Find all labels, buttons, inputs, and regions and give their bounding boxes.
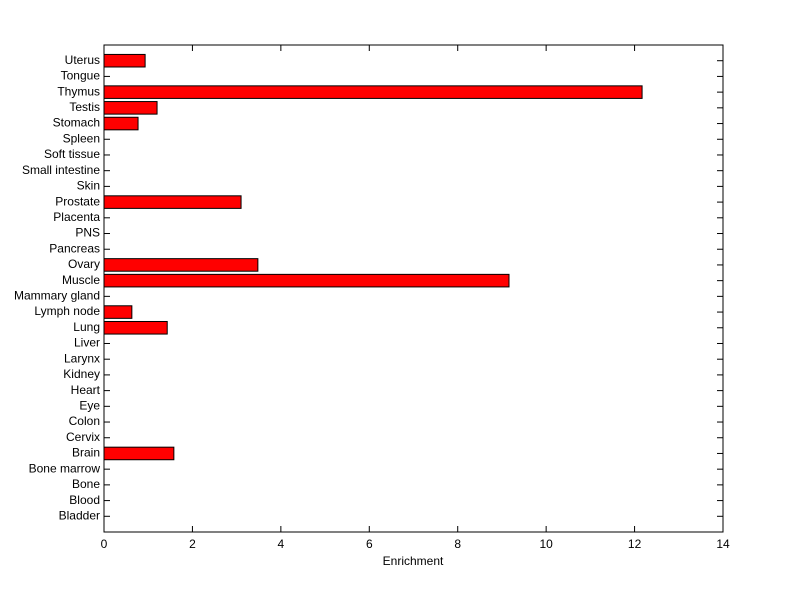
y-tick-label: Soft tissue bbox=[44, 147, 100, 161]
y-tick-label: Uterus bbox=[65, 53, 100, 67]
x-axis-label: Enrichment bbox=[383, 554, 444, 568]
y-tick-label: Stomach bbox=[53, 116, 100, 130]
y-tick-label: Cervix bbox=[66, 430, 100, 444]
y-tick-label: Small intestine bbox=[22, 163, 100, 177]
y-tick-label: Pancreas bbox=[49, 241, 100, 255]
bar bbox=[103, 320, 168, 335]
y-tick-label: Tongue bbox=[61, 69, 101, 83]
y-tick-label: Testis bbox=[69, 100, 100, 114]
x-tick-label: 6 bbox=[366, 537, 373, 551]
y-tick-label: Placenta bbox=[53, 210, 100, 224]
y-tick-label: Kidney bbox=[63, 367, 100, 381]
x-tick-label: 4 bbox=[278, 537, 285, 551]
y-tick-label: Muscle bbox=[62, 273, 100, 287]
y-tick-label: Bone bbox=[72, 477, 100, 491]
y-tick-label: Blood bbox=[69, 493, 100, 507]
x-tick-label: 0 bbox=[101, 537, 108, 551]
y-tick-label: Heart bbox=[71, 383, 101, 397]
y-tick-label: Ovary bbox=[68, 257, 100, 271]
bar bbox=[103, 116, 139, 131]
x-tick-label: 14 bbox=[716, 537, 730, 551]
y-tick-label: Lung bbox=[73, 320, 100, 334]
bar bbox=[103, 85, 643, 99]
y-tick-label: Prostate bbox=[55, 194, 100, 208]
bar bbox=[103, 53, 146, 68]
y-tick-label: Colon bbox=[69, 414, 100, 428]
plot-frame bbox=[103, 44, 724, 533]
y-tick-label: Bone marrow bbox=[29, 461, 101, 475]
y-tick-label: Spleen bbox=[63, 131, 100, 145]
y-tick-label: Bladder bbox=[59, 508, 100, 522]
y-tick-label: Mammary gland bbox=[14, 289, 100, 303]
y-tick-label: Thymus bbox=[57, 84, 100, 98]
y-tick-label: Liver bbox=[74, 336, 100, 350]
bar bbox=[103, 305, 133, 319]
x-tick-label: 8 bbox=[454, 537, 461, 551]
x-tick-label: 10 bbox=[539, 537, 553, 551]
x-tick-label: 2 bbox=[189, 537, 196, 551]
y-tick-label: Eye bbox=[79, 398, 100, 412]
y-tick-label: Skin bbox=[77, 179, 100, 193]
y-tick-label: Brain bbox=[72, 446, 100, 460]
x-tick-label: 12 bbox=[628, 537, 642, 551]
y-tick-label: PNS bbox=[75, 226, 100, 240]
bar bbox=[103, 258, 259, 272]
y-tick-label: Lymph node bbox=[34, 304, 100, 318]
bar bbox=[103, 273, 510, 288]
bar bbox=[103, 195, 242, 209]
bar bbox=[103, 101, 158, 115]
bar bbox=[103, 446, 175, 461]
y-tick-label: Larynx bbox=[64, 351, 100, 365]
